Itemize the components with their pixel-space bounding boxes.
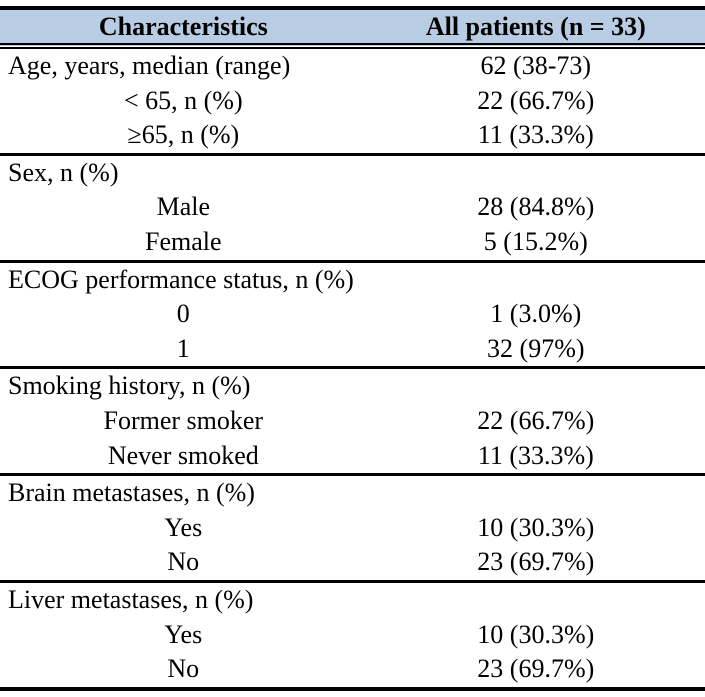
header-characteristics: Characteristics [0,6,367,49]
row-label: Yes [164,512,203,542]
table-section: Age, years, median (range) 62 (38-73) < 65… [0,46,705,154]
row-value: 1 (3.0%) [490,299,582,329]
row-value [367,475,705,511]
table-row: Sex, n (%) [0,154,705,190]
row-value: 23 (69.7%) [477,654,595,684]
table-header: Characteristics All patients (n = 33) [0,6,705,49]
row-label: Brain metastases, n (%) [8,478,255,508]
row-value: 10 (30.3%) [477,512,595,542]
table-row: Yes 10 (30.3%) [0,618,705,653]
row-value [367,581,705,617]
row-label: Female [145,226,222,256]
row-label: < 65, n (%) [123,85,243,115]
table-row: Male 28 (84.8%) [0,190,705,225]
row-value: 62 (38-73) [480,51,592,80]
table-section: Sex, n (%) Male 28 (84.8%) Female 5 (15.2%) [0,154,705,261]
row-value: 5 (15.2%) [483,226,588,256]
row-label: 0 [176,299,190,329]
row-label: ≥65, n (%) [127,120,240,150]
table-row: No 23 (69.7%) [0,545,705,581]
row-label: Yes [164,619,203,649]
table-row: 1 32 (97%) [0,332,705,368]
table-row: No 23 (69.7%) [0,652,705,689]
row-value: 23 (69.7%) [477,547,595,577]
row-value: 10 (30.3%) [477,619,595,649]
row-value: 22 (66.7%) [477,85,595,115]
row-value: 22 (66.7%) [477,405,595,435]
row-label: Liver metastases, n (%) [8,584,254,614]
row-label: No [167,547,200,577]
row-label: ECOG performance status, n (%) [8,264,354,294]
table-row: Female 5 (15.2%) [0,225,705,261]
row-label: Never smoked [107,440,259,470]
row-label: Smoking history, n (%) [8,371,251,401]
row-value: 11 (33.3%) [477,120,594,150]
row-label: Male [156,192,210,222]
table-section: ECOG performance status, n (%) 0 1 (3.0%) 1… [0,261,705,368]
row-label: 1 [176,333,190,363]
row-label: Former smoker [103,405,264,435]
table-row: ECOG performance status, n (%) [0,261,705,297]
table-row: Yes 10 (30.3%) [0,511,705,546]
patient-characteristics-table: Characteristics All patients (n = 33) Ag… [0,6,705,691]
row-value [367,154,705,190]
row-label: Age, years, median (range) [8,51,291,80]
table-row: < 65, n (%) 22 (66.7%) [0,84,705,119]
row-value [367,368,705,404]
table-section: Liver metastases, n (%) Yes 10 (30.3%) No 23… [0,581,705,688]
header-all-patients: All patients (n = 33) [366,6,705,49]
table-row: Never smoked 11 (33.3%) [0,439,705,475]
row-value [367,261,705,297]
table-header-row: Characteristics All patients (n = 33) [0,6,705,49]
table-row: 0 1 (3.0%) [0,297,705,332]
table-row: ≥65, n (%) 11 (33.3%) [0,118,705,154]
table-row: Smoking history, n (%) [0,368,705,404]
row-value: 11 (33.3%) [477,440,594,470]
row-label: No [167,654,200,684]
table-section: Brain metastases, n (%) Yes 10 (30.3%) No 23… [0,474,705,582]
table-row: Liver metastases, n (%) [0,581,705,617]
table-row: Age, years, median (range) 62 (38-73) [0,46,705,84]
table-section: Smoking history, n (%) Former smoker 22 (6… [0,367,705,475]
table-row: Brain metastases, n (%) [0,475,705,511]
row-value: 28 (84.8%) [477,192,595,222]
row-value: 32 (97%) [487,333,585,363]
row-label: Sex, n (%) [8,157,119,187]
table-row: Former smoker 22 (66.7%) [0,404,705,439]
